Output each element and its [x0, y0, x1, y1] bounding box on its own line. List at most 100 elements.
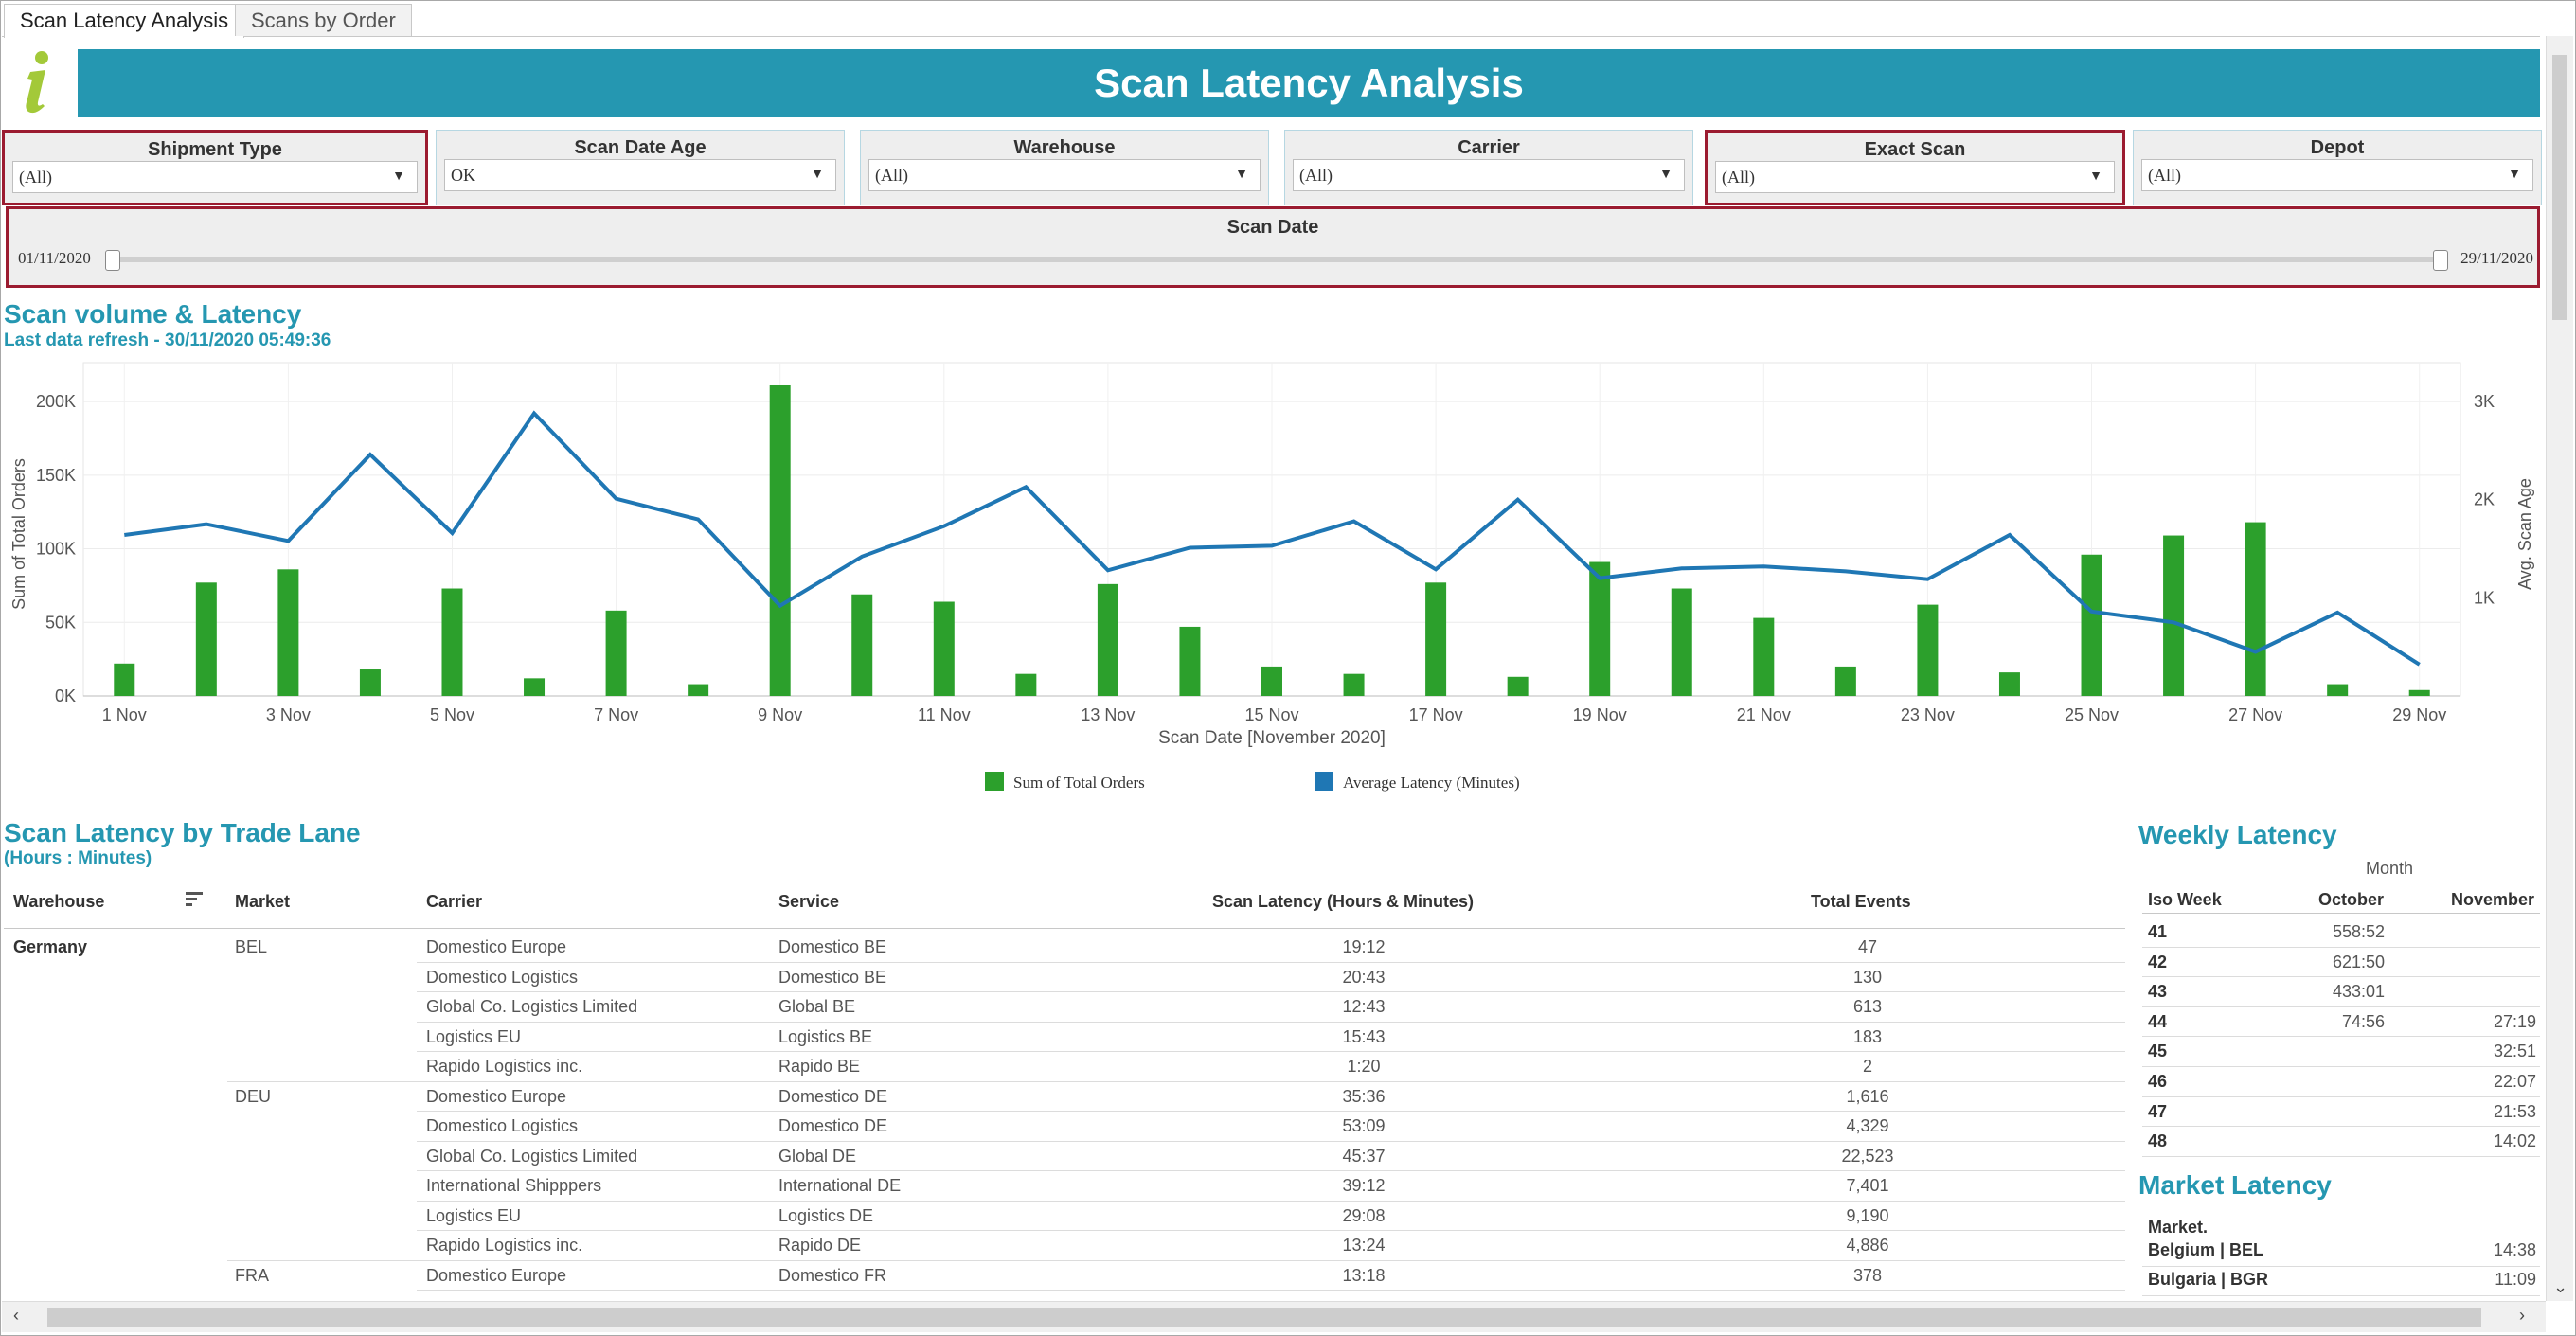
- row-divider: [417, 991, 2125, 992]
- carrier-dropdown[interactable]: (All) ▼: [1293, 159, 1685, 191]
- col-header-total-events[interactable]: Total Events: [1811, 892, 1911, 911]
- dropdown-value: (All): [1299, 166, 1333, 185]
- cell-carrier: Domestico Europe: [426, 1265, 567, 1285]
- cell-november: 21:53: [2493, 1101, 2536, 1121]
- row-divider: [2142, 1036, 2540, 1038]
- bar-total-orders: [1425, 582, 1447, 696]
- cell-scan-latency: 13:24: [1342, 1236, 1386, 1255]
- col-header-market[interactable]: Market: [235, 892, 291, 911]
- vertical-scroll-thumb[interactable]: [2552, 55, 2567, 320]
- depot-dropdown[interactable]: (All) ▼: [2141, 159, 2533, 191]
- market-col-header[interactable]: Market.: [2148, 1218, 2209, 1237]
- sort-icon[interactable]: [186, 890, 205, 907]
- scan-date-age-dropdown[interactable]: OK ▼: [444, 159, 836, 191]
- scan-date-start: 01/11/2020: [18, 249, 91, 267]
- col-header-scan-latency[interactable]: Scan Latency (Hours & Minutes): [1212, 892, 1475, 911]
- x-tick-label: 7 Nov: [594, 705, 638, 724]
- cell-total-events: 2: [1862, 1057, 1872, 1076]
- legend-swatch-total-orders: [985, 772, 1004, 791]
- col-header-iso-week[interactable]: Iso Week: [2148, 890, 2222, 909]
- cell-total-events: 613: [1852, 997, 1883, 1016]
- info-icon[interactable]: [17, 49, 55, 116]
- cell-total-events: 1,616: [1846, 1086, 1889, 1106]
- col-header-service[interactable]: Service: [778, 892, 840, 911]
- chevron-down-icon: ▼: [1235, 168, 1248, 182]
- tab-scan-latency-analysis[interactable]: Scan Latency Analysis: [4, 4, 245, 38]
- bar-total-orders: [769, 384, 791, 696]
- cell-carrier: Logistics EU: [426, 1026, 522, 1046]
- cell-iso-week: 48: [2148, 1131, 2168, 1151]
- row-divider: [417, 1230, 2125, 1231]
- cell-service: Rapido BE: [778, 1057, 861, 1076]
- cell-service: Domestico DE: [778, 1116, 888, 1135]
- col-header-carrier[interactable]: Carrier: [426, 892, 483, 911]
- scroll-down-icon[interactable]: ⌄: [2553, 1277, 2568, 1296]
- date-slider-track[interactable]: [105, 250, 2448, 271]
- cell-scan-latency: 29:08: [1342, 1205, 1386, 1225]
- vertical-scrollbar[interactable]: ⌄: [2546, 36, 2573, 1301]
- cell-scan-latency: 20:43: [1342, 967, 1386, 987]
- scroll-left-icon[interactable]: ‹: [13, 1306, 19, 1325]
- filter-label: Exact Scan: [1864, 139, 1966, 160]
- cell-service: Domestico FR: [778, 1265, 887, 1285]
- cell-market-name: Bulgaria | BGR: [2148, 1270, 2269, 1289]
- row-divider: [2142, 976, 2540, 978]
- legend-swatch-average-latency: [1315, 772, 1333, 791]
- x-tick-label: 23 Nov: [1901, 705, 1955, 724]
- cell-scan-latency: 15:43: [1342, 1026, 1386, 1046]
- row-divider: [2142, 1126, 2540, 1128]
- chevron-down-icon: ▼: [2089, 169, 2102, 184]
- group-divider: [227, 1080, 2125, 1082]
- date-slider-end-handle[interactable]: [2433, 250, 2448, 271]
- y-tick-label: 100K: [36, 540, 76, 559]
- cell-iso-week: 46: [2148, 1072, 2168, 1091]
- bar-total-orders: [359, 669, 381, 696]
- filter-label: Warehouse: [1013, 137, 1116, 158]
- dropdown-value: (All): [875, 166, 908, 185]
- cell-service: Global DE: [778, 1146, 857, 1166]
- cell-total-events: 9,190: [1846, 1205, 1889, 1225]
- chevron-down-icon: ▼: [392, 169, 405, 184]
- cell-carrier: Logistics EU: [426, 1205, 522, 1225]
- cell-scan-latency: 39:12: [1342, 1176, 1386, 1195]
- horizontal-scroll-thumb[interactable]: [47, 1308, 2481, 1327]
- y2-tick-label: 2K: [2474, 490, 2495, 509]
- x-tick-label: 15 Nov: [1244, 705, 1298, 724]
- warehouse-dropdown[interactable]: (All) ▼: [868, 159, 1261, 191]
- date-slider-start-handle[interactable]: [105, 250, 120, 271]
- horizontal-scrollbar[interactable]: ‹ ›: [2, 1301, 2546, 1332]
- dropdown-value: OK: [451, 166, 475, 185]
- row-divider: [2142, 1266, 2540, 1267]
- cell-carrier: Global Co. Logistics Limited: [426, 1146, 638, 1166]
- cell-iso-week: 45: [2148, 1042, 2168, 1061]
- filter-label: Scan Date Age: [574, 137, 707, 158]
- col-header-october[interactable]: October: [2318, 890, 2385, 909]
- last-refresh-text: Last data refresh - 30/11/2020 05:49:36: [4, 330, 331, 350]
- cell-carrier: Rapido Logistics inc.: [426, 1057, 583, 1076]
- cell-warehouse: Germany: [13, 937, 88, 956]
- cell-service: Domestico BE: [778, 967, 887, 987]
- scan-date-label: Scan Date: [1226, 217, 1319, 238]
- row-divider: [417, 1200, 2125, 1202]
- bar-total-orders: [1343, 673, 1365, 696]
- header-divider: [4, 928, 2125, 929]
- bar-total-orders: [2408, 689, 2430, 696]
- row-divider: [417, 1111, 2125, 1112]
- shipment-type-dropdown[interactable]: (All) ▼: [12, 161, 418, 193]
- scroll-right-icon[interactable]: ›: [2519, 1306, 2525, 1325]
- cell-carrier: Rapido Logistics inc.: [426, 1236, 583, 1255]
- y2-axis-title: Avg. Scan Age: [2515, 478, 2534, 590]
- row-divider: [2142, 1066, 2540, 1067]
- filter-depot: Depot (All) ▼: [2133, 130, 2542, 205]
- cell-total-events: 47: [1857, 937, 1878, 956]
- exact-scan-dropdown[interactable]: (All) ▼: [1715, 161, 2115, 193]
- col-header-warehouse[interactable]: Warehouse: [13, 892, 105, 911]
- tab-bar: Scan Latency Analysis Scans by Order: [2, 2, 2540, 38]
- x-tick-label: 1 Nov: [102, 705, 147, 724]
- dropdown-value: (All): [2148, 166, 2181, 185]
- cell-iso-week: 43: [2148, 982, 2168, 1002]
- tab-scans-by-order[interactable]: Scans by Order: [235, 4, 412, 36]
- col-header-november[interactable]: November: [2451, 890, 2535, 909]
- line-average-latency: [124, 410, 2421, 667]
- bar-total-orders: [1015, 673, 1037, 696]
